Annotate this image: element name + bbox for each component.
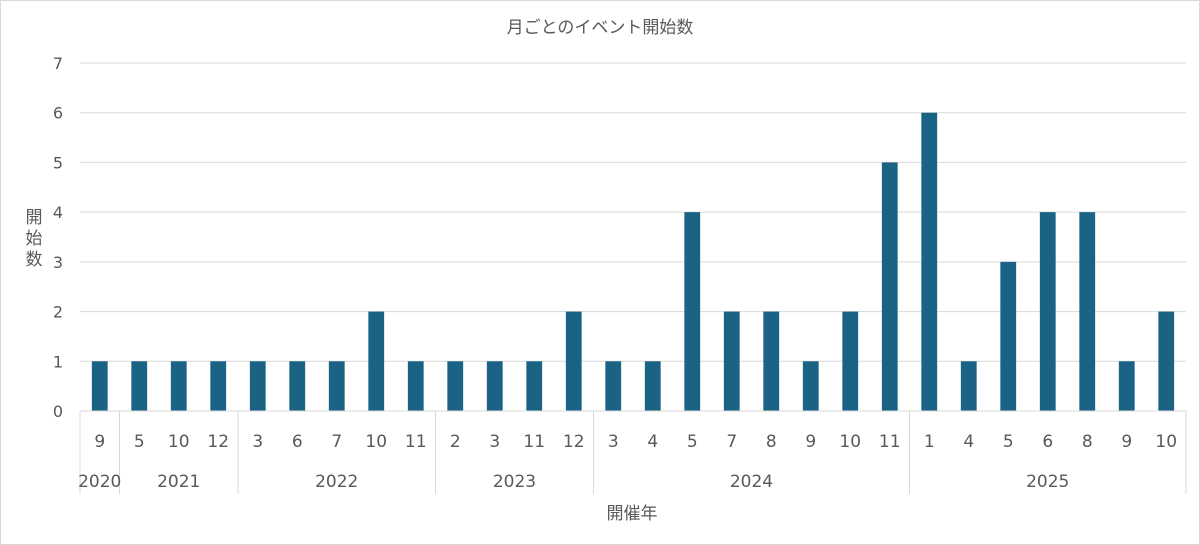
x-year-label: 2022 <box>315 472 358 492</box>
bar <box>605 361 622 411</box>
bar <box>526 361 543 411</box>
bar <box>447 361 464 411</box>
x-month-label: 6 <box>1042 432 1053 452</box>
x-year-label: 2020 <box>78 472 121 492</box>
bar <box>210 361 227 411</box>
x-month-label: 5 <box>687 432 698 452</box>
x-axis-title: 開催年 <box>607 504 658 524</box>
bar <box>328 361 345 411</box>
x-year-label: 2023 <box>493 472 536 492</box>
bar <box>1039 212 1056 411</box>
x-month-label: 4 <box>647 432 658 452</box>
bar <box>842 311 859 411</box>
bar <box>802 361 819 411</box>
bar <box>960 361 977 411</box>
x-month-label: 5 <box>134 432 145 452</box>
bar <box>486 361 503 411</box>
x-month-label: 3 <box>489 432 500 452</box>
x-year-label: 2021 <box>157 472 200 492</box>
x-month-label: 12 <box>207 432 229 452</box>
y-axis-ticks: 0 1 2 3 4 5 6 7 <box>53 54 63 421</box>
x-month-label: 7 <box>726 432 737 452</box>
x-month-label: 8 <box>766 432 777 452</box>
x-month-label: 4 <box>963 432 974 452</box>
bar <box>368 311 385 411</box>
bar <box>921 112 938 411</box>
x-month-label: 1 <box>924 432 935 452</box>
bar <box>881 162 898 411</box>
bar <box>407 361 424 411</box>
x-month-label: 8 <box>1082 432 1093 452</box>
x-month-label: 9 <box>1121 432 1132 452</box>
x-month-label: 10 <box>365 432 387 452</box>
x-year-label: 2025 <box>1026 472 1069 492</box>
y-tick-label: 1 <box>53 352 63 371</box>
x-month-label: 11 <box>879 432 901 452</box>
bar <box>289 361 306 411</box>
gridlines <box>80 62 1186 412</box>
bar <box>131 361 148 411</box>
y-axis-title: 開始数 <box>26 208 43 270</box>
y-tick-label: 4 <box>53 203 63 222</box>
x-month-label: 9 <box>94 432 105 452</box>
x-month-label: 11 <box>523 432 545 452</box>
y-tick-label: 2 <box>53 303 63 322</box>
x-month-label: 12 <box>563 432 585 452</box>
x-month-label: 10 <box>168 432 190 452</box>
bar <box>1158 311 1175 411</box>
bar <box>1079 212 1096 411</box>
bar <box>1000 261 1017 411</box>
x-month-label: 3 <box>252 432 263 452</box>
x-month-label: 3 <box>608 432 619 452</box>
bar <box>723 311 740 411</box>
x-axis: 9 5 10 12 3 6 7 10 11 2 3 11 12 3 4 5 7 8 9 10 11 1 4 5 6 8 9 10202… <box>78 410 1187 494</box>
bar <box>1118 361 1135 411</box>
y-tick-label: 7 <box>53 54 63 73</box>
x-month-label: 6 <box>292 432 303 452</box>
bar <box>170 361 187 411</box>
bar <box>249 361 266 411</box>
x-month-label: 5 <box>1003 432 1014 452</box>
x-month-label: 11 <box>405 432 427 452</box>
chart-title: 月ごとのイベント開始数 <box>507 18 694 38</box>
x-year-label: 2024 <box>730 472 773 492</box>
x-month-label: 10 <box>1155 432 1177 452</box>
bars <box>91 112 1175 411</box>
x-month-label: 9 <box>805 432 816 452</box>
bar <box>684 212 701 411</box>
x-month-label: 10 <box>839 432 861 452</box>
bar <box>565 311 582 411</box>
y-tick-label: 0 <box>53 402 63 421</box>
x-month-label: 7 <box>331 432 342 452</box>
y-tick-label: 6 <box>53 104 63 123</box>
bar <box>644 361 661 411</box>
x-month-label: 2 <box>450 432 461 452</box>
y-tick-label: 5 <box>53 153 63 172</box>
bar <box>91 361 108 411</box>
bar <box>763 311 780 411</box>
y-tick-label: 3 <box>53 253 63 272</box>
